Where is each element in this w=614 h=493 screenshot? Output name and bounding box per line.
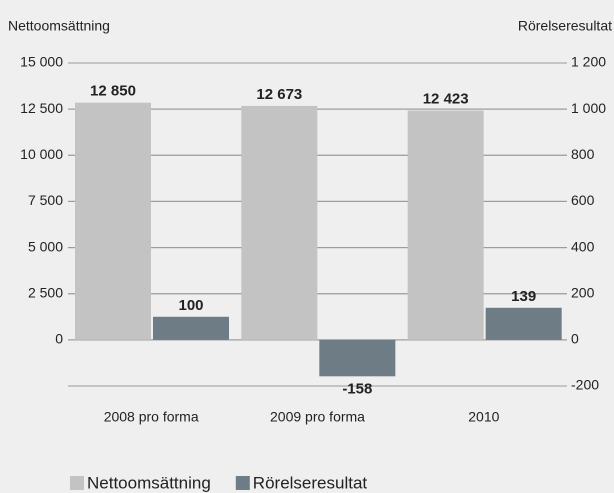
value-label: 100 (178, 297, 203, 314)
value-label: 12 423 (423, 91, 469, 108)
y-tick-label: 0 (55, 331, 63, 347)
y-tick-label: 7 500 (28, 192, 63, 208)
x-tick-label: 2009 pro forma (270, 409, 365, 425)
y2-tick-label: -200 (571, 377, 599, 393)
y2-tick-label: 1 000 (571, 100, 606, 116)
y-tick-label: 10 000 (20, 146, 63, 162)
y-tick-label: 5 000 (28, 238, 63, 254)
y2-tick-label: 400 (571, 238, 595, 254)
bar (75, 102, 151, 340)
bar (153, 316, 229, 340)
x-tick-label: 2010 (468, 409, 499, 425)
legend-swatch (235, 476, 250, 490)
y2-tick-label: 200 (571, 284, 595, 300)
legend-swatch (70, 476, 84, 490)
value-label: -158 (342, 380, 372, 397)
bar (485, 307, 562, 340)
y-tick-label: 2 500 (28, 284, 63, 300)
value-label: 12 850 (90, 83, 136, 100)
bar (319, 339, 396, 377)
value-label: 12 673 (256, 86, 302, 103)
y-axis-title: Nettoomsättning (8, 18, 110, 34)
x-tick-label: 2008 pro forma (104, 409, 199, 425)
bar (241, 105, 318, 340)
y2-tick-label: 600 (571, 192, 595, 208)
y2-tick-label: 0 (571, 331, 579, 347)
y-tick-label: 12 500 (20, 100, 63, 116)
legend-label: Nettoomsättning (87, 473, 211, 492)
y2-axis-title: Rörelseresultat (518, 18, 612, 34)
y2-tick-label: 1 200 (571, 54, 606, 70)
value-label: 139 (511, 288, 536, 305)
y2-tick-label: 800 (571, 146, 595, 162)
legend-label: Rörelseresultat (253, 473, 368, 492)
y-tick-label: 15 000 (20, 54, 63, 70)
bar (407, 110, 484, 340)
